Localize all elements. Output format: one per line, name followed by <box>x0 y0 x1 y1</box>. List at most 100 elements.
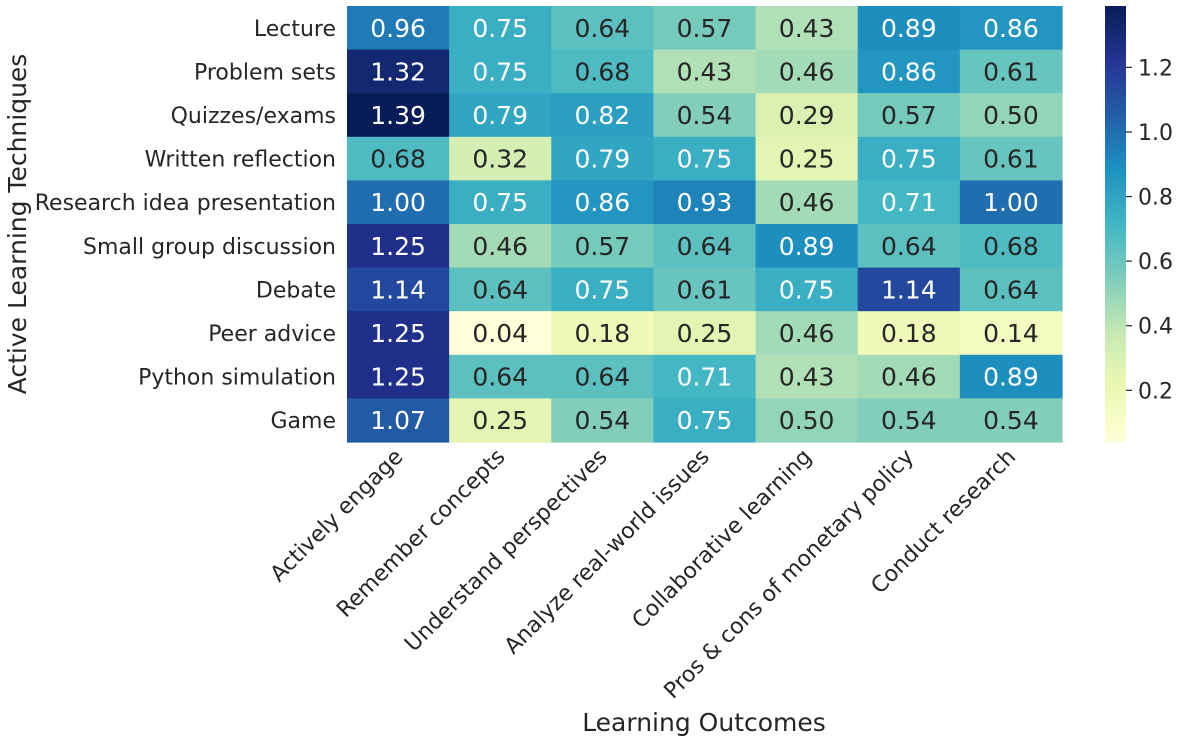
colorbar-tick-label: 0.6 <box>1138 250 1173 275</box>
cell-value-label: 0.46 <box>881 363 937 392</box>
column-tick-label: Collaborative learning <box>628 445 817 634</box>
cell-value-label: 0.64 <box>472 363 528 392</box>
heatmap-cell <box>857 224 961 269</box>
heatmap-cells: 0.96 0.75 0.64 0.57 0.43 0.89 0.86 1.32 0.75 0.68… <box>347 6 1063 443</box>
cell-value-label: 0.54 <box>983 406 1039 435</box>
heatmap-cell <box>347 398 450 443</box>
heatmap-cell <box>755 180 859 225</box>
cell-value-label: 0.89 <box>983 363 1039 392</box>
cell-value-label: 0.71 <box>881 188 937 217</box>
heatmap-cell <box>959 398 1063 443</box>
heatmap-cell <box>755 49 859 94</box>
cell-value-label: 0.75 <box>677 406 733 435</box>
heatmap-cell <box>857 311 961 356</box>
cell-value-label: 0.32 <box>472 145 528 174</box>
heatmap-cell <box>755 93 859 138</box>
cell-value-label: 0.61 <box>677 275 733 304</box>
cell-value-label: 0.64 <box>472 275 528 304</box>
cell-value-label: 0.64 <box>677 232 733 261</box>
cell-value-label: 1.00 <box>983 188 1039 217</box>
heatmap-cell <box>551 267 655 312</box>
heatmap-cell <box>449 267 552 312</box>
heatmap-cell <box>755 224 859 269</box>
column-tick-label: Understand perspectives <box>400 445 612 657</box>
row-tick-label: Peer advice <box>208 322 336 347</box>
heatmap-cell <box>755 267 859 312</box>
heatmap-cell <box>551 354 655 399</box>
heatmap-cell <box>347 180 450 225</box>
row-tick-label: Debate <box>256 278 336 303</box>
heatmap-cell <box>755 311 859 356</box>
heatmap-cell <box>653 93 757 138</box>
heatmap-cell <box>449 224 552 269</box>
cell-value-label: 0.64 <box>575 363 631 392</box>
heatmap-cell <box>755 6 859 51</box>
heatmap-cell <box>449 6 552 51</box>
heatmap-cell <box>449 311 552 356</box>
heatmap-cell <box>347 311 450 356</box>
cell-value-label: 0.61 <box>983 57 1039 86</box>
row-tick-label: Game <box>271 409 337 434</box>
heatmap-cell <box>959 93 1063 138</box>
cell-value-label: 0.75 <box>472 14 528 43</box>
row-tick-label: Python simulation <box>138 366 336 391</box>
cell-value-label: 0.18 <box>575 319 631 348</box>
cell-value-label: 1.25 <box>370 319 426 348</box>
cell-value-label: 1.14 <box>881 275 937 304</box>
heatmap-cell <box>857 267 961 312</box>
heatmap-cell <box>347 224 450 269</box>
heatmap-cell <box>449 93 552 138</box>
cell-value-label: 1.25 <box>370 363 426 392</box>
cell-value-label: 1.14 <box>370 275 426 304</box>
heatmap-cell <box>959 224 1063 269</box>
heatmap-cell <box>653 398 757 443</box>
cell-value-label: 0.86 <box>983 14 1039 43</box>
heatmap-cell <box>347 267 450 312</box>
cell-value-label: 0.54 <box>677 101 733 130</box>
heatmap-cell <box>347 93 450 138</box>
heatmap-cell <box>857 6 961 51</box>
cell-value-label: 0.46 <box>779 319 835 348</box>
cell-value-label: 0.43 <box>779 14 835 43</box>
cell-value-label: 0.93 <box>677 188 733 217</box>
heatmap-cell <box>653 354 757 399</box>
heatmap-cell <box>347 136 450 181</box>
heatmap-cell <box>653 136 757 181</box>
heatmap-cell <box>959 267 1063 312</box>
heatmap-cell <box>959 6 1063 51</box>
row-tick-label: Lecture <box>254 17 336 42</box>
cell-value-label: 1.25 <box>370 232 426 261</box>
column-tick-label: Remember concepts <box>332 445 510 623</box>
cell-value-label: 0.68 <box>575 57 631 86</box>
cell-value-label: 0.86 <box>881 57 937 86</box>
heatmap-cell <box>551 136 655 181</box>
cell-value-label: 0.04 <box>472 319 528 348</box>
cell-value-label: 0.75 <box>575 275 631 304</box>
heatmap-cell <box>653 180 757 225</box>
heatmap-cell <box>857 354 961 399</box>
cell-value-label: 0.86 <box>575 188 631 217</box>
heatmap-cell <box>857 93 961 138</box>
heatmap-cell <box>449 136 552 181</box>
cell-value-label: 0.50 <box>983 101 1039 130</box>
heatmap-cell <box>857 136 961 181</box>
cell-value-label: 0.75 <box>677 145 733 174</box>
heatmap-cell <box>551 93 655 138</box>
heatmap-cell <box>959 311 1063 356</box>
cell-value-label: 0.75 <box>779 275 835 304</box>
heatmap-cell <box>449 180 552 225</box>
colorbar-tick-label: 1.0 <box>1138 121 1173 146</box>
heatmap-cell <box>959 136 1063 181</box>
cell-value-label: 1.00 <box>370 188 426 217</box>
cell-value-label: 0.75 <box>881 145 937 174</box>
heatmap-cell <box>449 49 552 94</box>
heatmap-cell <box>449 398 552 443</box>
heatmap-cell <box>551 224 655 269</box>
cell-value-label: 0.64 <box>881 232 937 261</box>
heatmap-cell <box>959 354 1063 399</box>
cell-value-label: 0.46 <box>779 57 835 86</box>
heatmap-cell <box>755 136 859 181</box>
heatmap-cell <box>959 49 1063 94</box>
